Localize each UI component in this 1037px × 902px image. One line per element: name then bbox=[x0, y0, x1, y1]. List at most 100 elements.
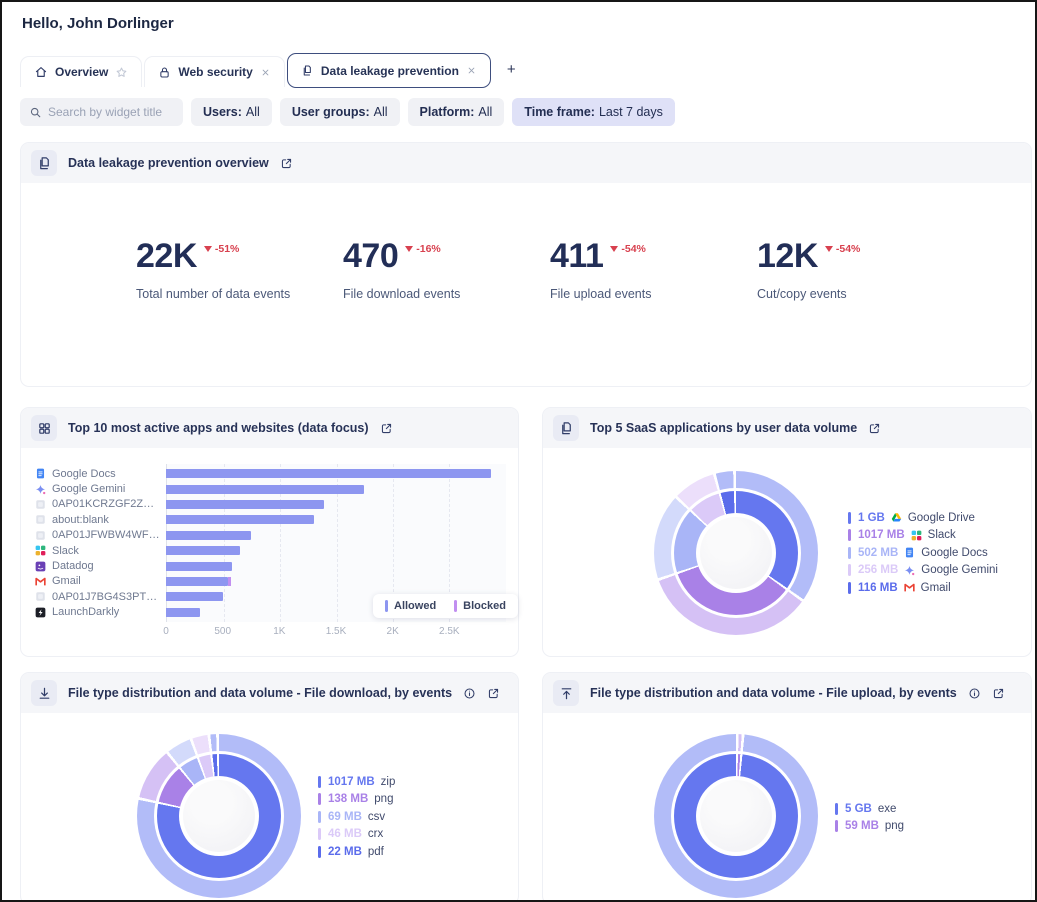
close-icon[interactable] bbox=[260, 67, 271, 78]
bar-allowed[interactable] bbox=[166, 515, 315, 525]
metric-label: Total number of data events bbox=[136, 287, 291, 301]
legend-swatch bbox=[454, 600, 458, 612]
legend-value: 256 MB bbox=[858, 564, 899, 577]
info-icon[interactable] bbox=[463, 687, 476, 700]
legend-value: 116 MB bbox=[858, 581, 898, 594]
bar-allowed[interactable] bbox=[166, 499, 324, 509]
metric-total-data-events: 22K -51% Total number of data events bbox=[136, 238, 343, 301]
legend-swatch bbox=[318, 775, 321, 788]
legend-item-allowed[interactable]: Allowed bbox=[385, 600, 436, 612]
widget-title: File type distribution and data volume -… bbox=[590, 686, 957, 700]
legend-item[interactable]: 59 MB png bbox=[835, 818, 904, 836]
legend-swatch bbox=[835, 802, 838, 815]
legend-value: 59 MB bbox=[845, 820, 879, 833]
external-link-icon[interactable] bbox=[487, 687, 500, 700]
legend-item[interactable]: 502 MB Google Docs bbox=[848, 544, 998, 562]
google-gemini-icon bbox=[904, 565, 915, 576]
filter-platform[interactable]: Platform: All bbox=[407, 98, 505, 126]
launchdarkly-icon bbox=[35, 607, 46, 618]
legend-swatch bbox=[318, 793, 321, 806]
filter-user-groups[interactable]: User groups: All bbox=[279, 98, 400, 126]
bar-category-label: 0AP01J7BG4S3PTMM... bbox=[35, 591, 166, 603]
external-link-icon[interactable] bbox=[380, 422, 393, 435]
x-axis-tick: 1.5K bbox=[325, 626, 347, 637]
x-axis-tick: 0 bbox=[163, 626, 169, 637]
tab-label: Overview bbox=[55, 65, 109, 79]
metric-delta: -16% bbox=[416, 243, 441, 255]
x-axis-tick: 2.5K bbox=[439, 626, 460, 637]
external-link-icon[interactable] bbox=[868, 422, 881, 435]
bar-category-label: Google Gemini bbox=[35, 483, 166, 495]
metric-file-download-events: 470 -16% File download events bbox=[343, 238, 550, 301]
chart-legend: Allowed Blocked bbox=[373, 594, 518, 618]
legend-item[interactable]: 46 MB crx bbox=[318, 826, 395, 844]
page-title: Hello, John Dorlinger bbox=[22, 15, 174, 32]
add-tab-button[interactable]: + bbox=[506, 61, 516, 78]
tab-overview[interactable]: Overview bbox=[20, 56, 143, 87]
bar-category-label: LaunchDarkly bbox=[35, 606, 166, 618]
filter-time-frame[interactable]: Time frame: Last 7 days bbox=[512, 98, 675, 126]
bar-allowed[interactable] bbox=[166, 561, 233, 571]
bar-allowed[interactable] bbox=[166, 546, 241, 556]
bar-allowed[interactable] bbox=[166, 576, 229, 586]
legend-item[interactable]: 256 MB Google Gemini bbox=[848, 562, 998, 580]
bar-allowed[interactable] bbox=[166, 530, 251, 540]
bar-allowed[interactable] bbox=[166, 607, 200, 617]
legend-label: exe bbox=[877, 802, 897, 815]
tab-web-security[interactable]: Web security bbox=[144, 56, 285, 87]
donut-center bbox=[700, 780, 772, 852]
delta-down-icon bbox=[824, 246, 833, 252]
tab-label: Data leakage prevention bbox=[320, 63, 459, 78]
close-icon[interactable] bbox=[466, 65, 477, 76]
gmail-icon bbox=[35, 576, 46, 587]
info-icon[interactable] bbox=[968, 687, 981, 700]
legend-item[interactable]: 1017 MB Slack bbox=[848, 527, 998, 545]
legend-value: 502 MB bbox=[858, 546, 899, 559]
pages-icon bbox=[301, 64, 314, 77]
bar-row: Google Docs bbox=[35, 466, 506, 481]
legend-item[interactable]: 69 MB csv bbox=[318, 808, 395, 826]
grid-icon bbox=[31, 415, 57, 441]
bar-allowed[interactable] bbox=[166, 484, 365, 494]
legend-item[interactable]: 5 GB exe bbox=[835, 800, 904, 818]
bar-allowed[interactable] bbox=[166, 469, 492, 479]
metric-value: 22K bbox=[136, 237, 197, 275]
filter-users[interactable]: Users: All bbox=[191, 98, 272, 126]
generic-icon bbox=[35, 499, 46, 510]
external-link-icon[interactable] bbox=[280, 157, 293, 170]
legend-item[interactable]: 1 GB Google Drive bbox=[848, 509, 998, 527]
legend-item[interactable]: 22 MB pdf bbox=[318, 843, 395, 861]
widget-title: Top 5 SaaS applications by user data vol… bbox=[590, 421, 858, 435]
legend-item-blocked[interactable]: Blocked bbox=[454, 600, 506, 612]
google-gemini-icon bbox=[35, 484, 46, 495]
delta-down-icon bbox=[610, 246, 619, 252]
legend-label: csv bbox=[367, 810, 386, 823]
legend-item[interactable]: 116 MB Gmail bbox=[848, 579, 998, 597]
top-apps-card-header: Top 10 most active apps and websites (da… bbox=[21, 408, 518, 448]
tab-data-leakage-prevention[interactable]: Data leakage prevention bbox=[286, 53, 491, 88]
widget-title: Data leakage prevention overview bbox=[68, 156, 269, 170]
legend-value: 1017 MB bbox=[328, 775, 375, 788]
legend-item[interactable]: 1017 MB zip bbox=[318, 773, 395, 791]
bar-category-label: 0AP01JFWBW4WFHV... bbox=[35, 529, 166, 541]
search-input[interactable] bbox=[48, 105, 174, 119]
bar-allowed[interactable] bbox=[166, 592, 224, 602]
generic-icon bbox=[35, 514, 46, 525]
slack-icon bbox=[911, 530, 922, 541]
star-icon[interactable] bbox=[115, 66, 128, 79]
pages-icon bbox=[553, 415, 579, 441]
metric-delta: -54% bbox=[621, 243, 646, 255]
google-docs-icon bbox=[904, 547, 915, 558]
lock-icon bbox=[158, 66, 171, 79]
external-link-icon[interactable] bbox=[992, 687, 1005, 700]
widget-search[interactable] bbox=[20, 98, 183, 126]
legend-swatch bbox=[318, 810, 321, 823]
legend-label: Google Docs bbox=[921, 546, 988, 559]
legend-value: 1 GB bbox=[858, 511, 885, 524]
bar-row: 0AP01J7BG4S3PTMM... bbox=[35, 589, 506, 604]
bar-blocked[interactable] bbox=[228, 576, 232, 586]
saas-legend: 1 GB Google Drive 1017 MB Slack 502 MB G… bbox=[848, 509, 998, 597]
bar-row: Gmail bbox=[35, 574, 506, 589]
legend-item[interactable]: 138 MB png bbox=[318, 791, 395, 809]
